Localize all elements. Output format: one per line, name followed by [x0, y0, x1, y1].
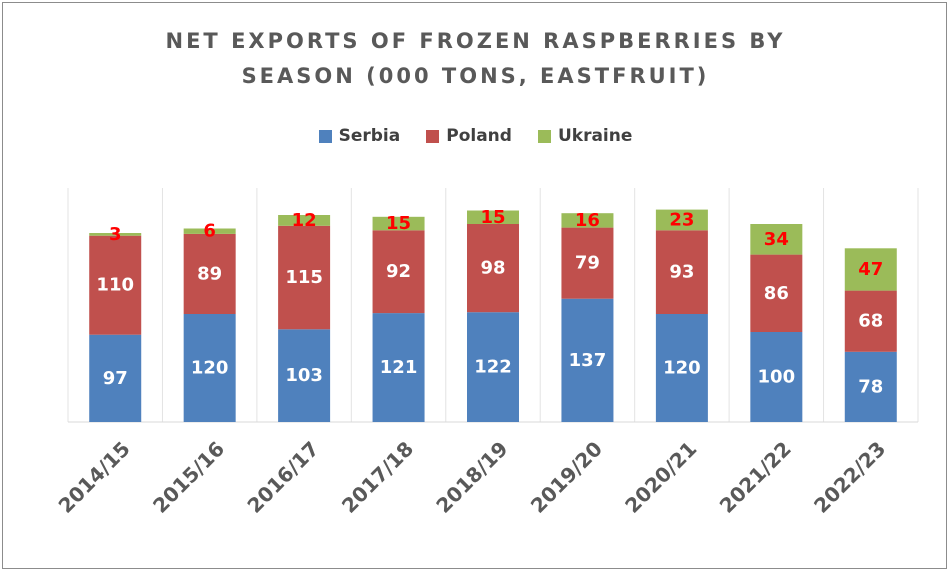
data-label-serbia-2022-23: 78 [858, 376, 883, 397]
chart-legend: Serbia Poland Ukraine [0, 124, 951, 148]
bar-serbia-2019-20 [561, 298, 614, 422]
data-label-serbia-2021-22: 100 [758, 367, 796, 388]
bar-poland-2017-18 [372, 230, 425, 314]
legend-item-serbia: Serbia [318, 126, 401, 146]
legend-item-poland: Poland [426, 126, 512, 146]
bar-serbia-2018-19 [467, 312, 519, 422]
legend-item-ukraine: Ukraine [537, 126, 633, 146]
chart-title-line-2: SEASON (000 TONS, EASTFRUIT) [241, 64, 710, 88]
data-label-ukraine-2014-15: 3 [109, 224, 122, 245]
x-tick-label-2021-22: 2021/22 [715, 437, 796, 518]
data-label-serbia-2018-19: 122 [474, 357, 512, 378]
bar-ukraine-2022-23 [844, 248, 897, 291]
bar-serbia-2015-16 [183, 314, 236, 422]
bar-ukraine-2019-20 [561, 213, 614, 228]
bar-poland-2022-23 [844, 290, 897, 352]
chart-title-line-1: NET EXPORTS OF FROZEN RASPBERRIES BY [165, 29, 786, 53]
bar-poland-2015-16 [183, 233, 236, 314]
bar-poland-2018-19 [467, 224, 519, 313]
chart-title: NET EXPORTS OF FROZEN RASPBERRIES BY SEA… [0, 24, 951, 94]
data-label-ukraine-2018-19: 15 [480, 207, 505, 228]
bar-poland-2019-20 [561, 227, 614, 299]
legend-label-serbia: Serbia [338, 126, 401, 146]
bar-serbia-2020-21 [655, 314, 708, 422]
x-tick-label-2018-19: 2018/19 [431, 437, 512, 518]
bar-serbia-2016-17 [278, 329, 331, 422]
data-label-poland-2016-17: 115 [285, 267, 323, 288]
bar-poland-2021-22 [750, 254, 803, 332]
legend-swatch-serbia [318, 129, 332, 143]
data-label-poland-2018-19: 98 [480, 258, 505, 279]
x-tick-label-2020-21: 2020/21 [620, 437, 701, 518]
bar-ukraine-2015-16 [183, 228, 236, 234]
bar-ukraine-2017-18 [372, 216, 425, 231]
data-label-ukraine-2019-20: 16 [575, 210, 600, 231]
data-label-serbia-2014-15: 97 [103, 368, 128, 389]
data-label-ukraine-2021-22: 34 [764, 229, 789, 250]
x-tick-label-2015-16: 2015/16 [148, 437, 229, 518]
legend-swatch-poland [426, 129, 440, 143]
bar-serbia-2021-22 [750, 332, 803, 422]
data-label-serbia-2016-17: 103 [285, 365, 323, 386]
x-tick-label-2022-23: 2022/23 [809, 437, 890, 518]
data-label-poland-2022-23: 68 [858, 311, 883, 332]
bar-serbia-2014-15 [89, 334, 142, 422]
legend-swatch-ukraine [537, 129, 551, 143]
data-label-poland-2014-15: 110 [96, 275, 134, 296]
data-label-ukraine-2022-23: 47 [858, 259, 883, 280]
bar-serbia-2022-23 [844, 351, 897, 422]
data-label-ukraine-2015-16: 6 [203, 221, 216, 242]
data-label-serbia-2015-16: 120 [191, 358, 229, 379]
bar-ukraine-2018-19 [467, 210, 519, 224]
legend-label-ukraine: Ukraine [557, 126, 633, 146]
bar-poland-2016-17 [278, 225, 331, 330]
legend-label-poland: Poland [446, 126, 512, 146]
x-tick-label-2014-15: 2014/15 [54, 437, 135, 518]
bar-poland-2014-15 [89, 235, 142, 335]
data-label-serbia-2020-21: 120 [663, 358, 701, 379]
bar-ukraine-2021-22 [750, 224, 803, 255]
x-tick-label-2016-17: 2016/17 [242, 437, 323, 518]
bar-ukraine-2020-21 [655, 209, 708, 231]
bar-serbia-2017-18 [372, 313, 425, 422]
data-label-ukraine-2017-18: 15 [386, 213, 411, 234]
data-label-ukraine-2020-21: 23 [669, 209, 694, 230]
bar-ukraine-2016-17 [278, 215, 331, 226]
data-label-ukraine-2016-17: 12 [292, 210, 317, 231]
data-label-poland-2020-21: 93 [669, 262, 694, 283]
bar-ukraine-2014-15 [89, 233, 142, 236]
data-label-poland-2021-22: 86 [764, 283, 789, 304]
x-tick-label-2017-18: 2017/18 [337, 437, 418, 518]
data-label-serbia-2017-18: 121 [380, 357, 418, 378]
data-label-poland-2017-18: 92 [386, 261, 411, 282]
x-tick-label-2019-20: 2019/20 [526, 437, 607, 518]
bar-poland-2020-21 [655, 230, 708, 314]
data-label-poland-2015-16: 89 [197, 263, 222, 284]
data-label-poland-2019-20: 79 [575, 253, 600, 274]
data-label-serbia-2019-20: 137 [569, 350, 607, 371]
